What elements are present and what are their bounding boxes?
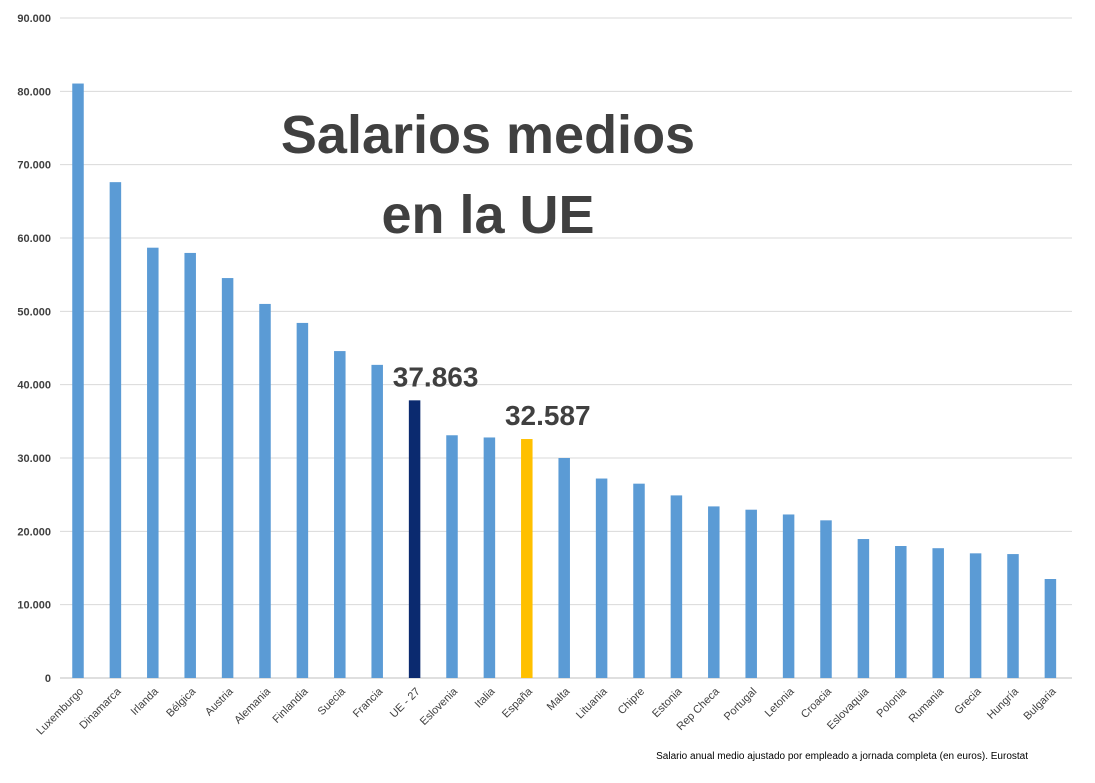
x-tick-label: Chipre [616, 686, 647, 717]
chart-title-line-2: en la UE [381, 185, 594, 245]
x-tick-label: Hungría [985, 685, 1022, 722]
bar-espa-a [521, 439, 533, 678]
bar-suecia [334, 351, 346, 678]
y-tick-label: 70.000 [17, 160, 51, 172]
source-note: Salario anual medio ajustado por emplead… [656, 751, 1028, 762]
y-tick-label: 20.000 [17, 526, 51, 538]
x-tick-label: Luxemburgo [34, 686, 86, 738]
bar-austria [221, 278, 234, 678]
bar-polonia [895, 546, 907, 678]
x-tick-label: Polonia [874, 685, 909, 720]
y-tick-label: 80.000 [17, 86, 51, 98]
bar-chipre [633, 483, 645, 678]
x-tick-label: Portugal [722, 686, 759, 723]
y-tick-label: 50.000 [17, 306, 51, 318]
bar-irlanda [147, 247, 159, 679]
bar-rep-checa [708, 506, 720, 678]
x-tick-label: Austria [203, 685, 236, 718]
x-tick-label: Dinamarca [77, 685, 124, 732]
x-tick-label: Suecia [316, 685, 349, 718]
y-axis-ticks: 0 10.000 20.000 30.000 40.000 50.000 60.000 70.… [17, 13, 51, 685]
x-tick-label: Irlanda [129, 685, 162, 718]
chart-title-line-1: Salarios medios [281, 105, 695, 165]
bar-croacia [820, 520, 832, 678]
bar-alemania [259, 303, 271, 678]
bar-bulgaria [1044, 579, 1057, 678]
x-tick-label: Estonia [650, 685, 685, 720]
bar-portugal [745, 509, 757, 678]
x-tick-label: Croacia [799, 685, 835, 721]
x-tick-label: España [500, 685, 535, 720]
bar-lituania [595, 478, 608, 678]
bar-eslovaquia [857, 539, 870, 678]
bar-rumania [932, 548, 944, 678]
x-tick-label: Letonia [763, 685, 798, 720]
bar-ue-27 [408, 400, 421, 678]
data-label: 37.863 [393, 361, 479, 392]
x-tick-label: Eslovenia [418, 685, 461, 728]
x-tick-label: Bélgica [164, 685, 199, 720]
bar-hungr-a [1007, 554, 1019, 678]
x-tick-label: Grecia [952, 685, 984, 717]
bar-eslovenia [446, 435, 458, 678]
y-tick-label: 0 [45, 673, 51, 685]
y-tick-label: 60.000 [17, 233, 51, 245]
y-tick-label: 90.000 [17, 13, 51, 25]
y-tick-label: 40.000 [17, 380, 51, 392]
x-tick-label: Malta [545, 685, 573, 713]
x-tick-label: Finlandia [270, 685, 311, 726]
data-label: 32.587 [505, 400, 591, 431]
bar-italia [483, 437, 496, 678]
bar-grecia [969, 553, 982, 678]
x-tick-label: Alemania [232, 685, 274, 727]
bar-b-lgica [184, 252, 196, 679]
x-tick-label: UE - 27 [388, 686, 423, 721]
data-labels: 37.863 32.587 [393, 361, 591, 431]
y-tick-label: 30.000 [17, 453, 51, 465]
bar-dinamarca [109, 182, 122, 678]
bars [72, 83, 1057, 679]
bar-francia [371, 364, 383, 678]
bar-luxemburgo [72, 83, 84, 679]
bar-finlandia [296, 322, 309, 678]
x-tick-label: Francia [351, 685, 386, 720]
y-tick-label: 10.000 [17, 600, 51, 612]
bar-estonia [670, 495, 683, 678]
x-tick-label: Lituania [574, 685, 610, 721]
bar-malta [558, 458, 570, 678]
x-tick-label: Italia [473, 685, 499, 711]
bar-letonia [782, 514, 795, 678]
x-tick-label: Rumania [907, 685, 947, 725]
x-tick-label: Bulgaria [1021, 685, 1059, 723]
